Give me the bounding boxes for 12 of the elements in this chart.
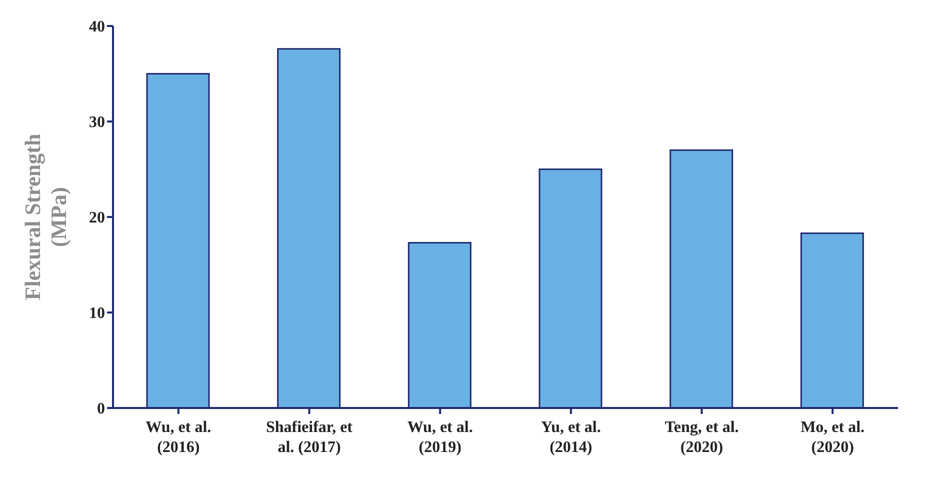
y-axis-title: Flexural Strength (MPa)	[20, 134, 71, 300]
x-tick-label: Shafieifar, et al. (2017)	[266, 419, 354, 456]
y-tick-label: 10	[89, 305, 105, 322]
x-tick-label: Yu, et al. (2014)	[540, 419, 601, 456]
y-tick-label: 0	[97, 400, 105, 418]
x-tick-label: Wu, et al. (2016)	[146, 419, 212, 456]
x-tick-label: Wu, et al. (2019)	[407, 419, 473, 456]
x-tick-label: Mo, et al. (2020)	[800, 419, 865, 456]
y-tick-label: 20	[89, 210, 105, 227]
y-tick-label: 40	[89, 18, 105, 36]
y-tick-label: 30	[89, 114, 105, 132]
x-tick-label: Teng, et al. (2020)	[664, 419, 739, 456]
